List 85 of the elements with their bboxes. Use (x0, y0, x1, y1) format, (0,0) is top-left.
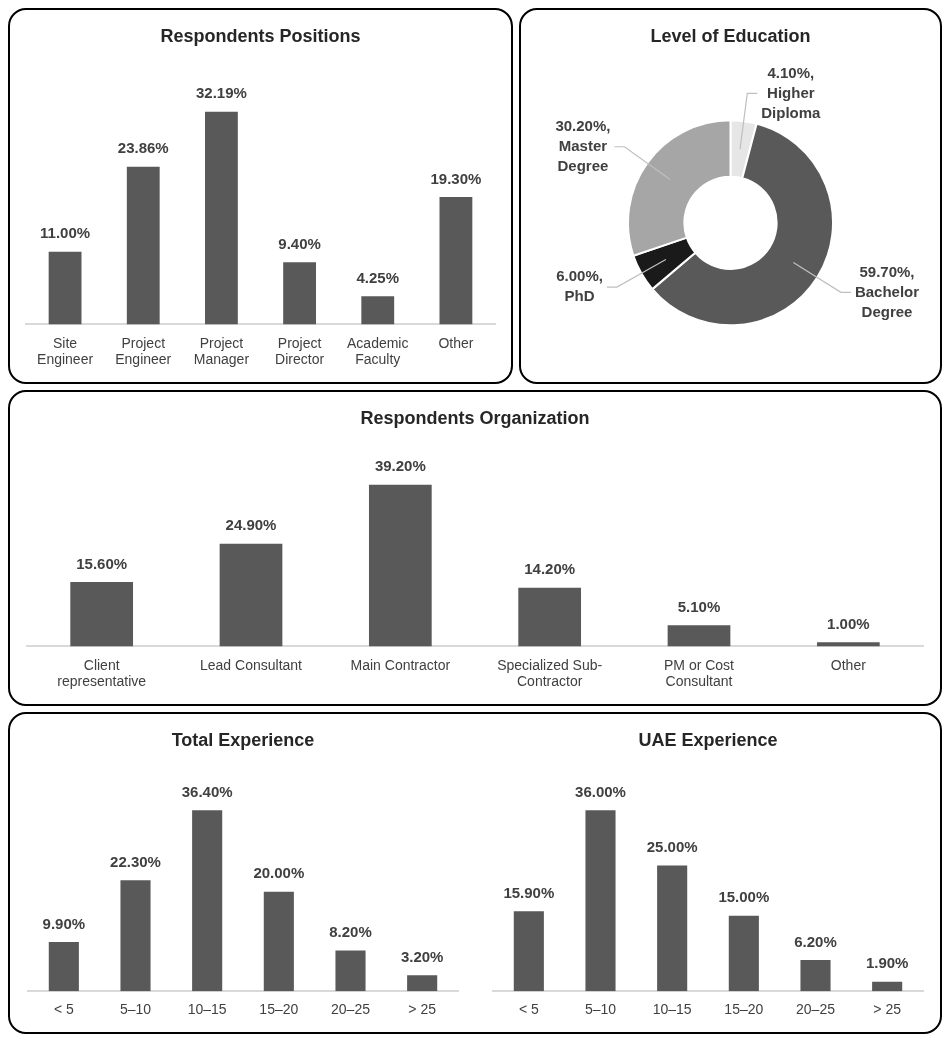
bar (871, 981, 902, 992)
data-label: 23.86% (117, 139, 169, 157)
data-label: 19.30% (430, 169, 482, 187)
data-label: 36.40% (181, 782, 233, 800)
data-label: 4.10%, (767, 63, 815, 81)
data-label: 1.90% (865, 954, 908, 972)
x-tick-label: 10–15 (187, 1001, 227, 1018)
bar (205, 111, 238, 325)
x-tick-label: Project Manager (193, 334, 250, 368)
bar (191, 810, 222, 992)
x-tick-label: Academic Faculty (347, 334, 409, 368)
slice-label: Bachelor Degree (854, 282, 920, 320)
data-label: 9.90% (42, 914, 85, 932)
x-tick-label: 5–10 (119, 1001, 151, 1018)
data-label: 1.00% (827, 614, 870, 632)
bar (816, 642, 880, 647)
data-label: 20.00% (252, 864, 304, 882)
chart-title: Respondents Organization (360, 407, 590, 428)
data-label: 25.00% (646, 838, 698, 856)
slice-label: Higher Diploma (761, 83, 822, 121)
x-tick-label: 15–20 (258, 1001, 299, 1018)
x-tick-label: PM or Cost Consultant (663, 656, 735, 690)
bar (48, 251, 82, 325)
bar (513, 911, 544, 992)
data-label: 22.30% (109, 852, 161, 870)
data-label: 6.20% (793, 932, 837, 950)
bar (584, 810, 616, 992)
chart-title: Total Experience (171, 729, 314, 750)
x-tick-label: 5–10 (584, 1001, 616, 1018)
data-label: 15.90% (502, 883, 554, 901)
data-label: 59.70%, (859, 262, 915, 280)
x-tick-label: Lead Consultant (200, 656, 303, 673)
data-label: 36.00% (574, 782, 626, 800)
x-tick-label: Other (438, 334, 474, 351)
x-tick-label: 20–25 (330, 1001, 370, 1018)
bar (406, 975, 437, 992)
bar (361, 296, 395, 325)
bar (667, 625, 731, 647)
x-tick-label: Site Engineer (37, 334, 94, 368)
data-label: 8.20% (328, 923, 372, 941)
data-label: 24.90% (225, 516, 277, 534)
x-tick-label: > 25 (407, 1001, 436, 1018)
bar (334, 950, 366, 992)
bar (219, 543, 283, 647)
bar (263, 891, 294, 992)
chart-title: Respondents Positions (160, 25, 361, 46)
chart-title: Level of Education (650, 25, 811, 46)
x-tick-label: Other (830, 656, 867, 673)
data-label: 6.00%, (556, 267, 603, 285)
data-label: 3.20% (400, 947, 443, 965)
data-label: 32.19% (195, 84, 247, 102)
data-label: 39.20% (374, 457, 426, 475)
bar (728, 915, 759, 992)
chart-title: UAE Experience (637, 729, 778, 750)
bar (48, 941, 79, 992)
data-label: 15.60% (76, 554, 128, 572)
data-label: 4.25% (356, 268, 400, 286)
x-tick-label: Specialized Sub-Contractor (497, 656, 603, 690)
bar (126, 166, 160, 325)
slice-label: Master Degree (557, 136, 609, 174)
x-tick-label: < 5 (518, 1001, 539, 1018)
bar (283, 262, 316, 325)
x-tick-label: 10–15 (652, 1001, 692, 1018)
data-label: 9.40% (278, 234, 321, 252)
x-tick-label: 15–20 (723, 1001, 764, 1018)
data-label: 14.20% (524, 560, 576, 578)
x-tick-label: Main Contractor (350, 656, 451, 673)
bar (656, 865, 687, 992)
data-label: 15.00% (717, 888, 769, 906)
data-label: 30.20%, (555, 116, 611, 134)
bar (518, 587, 582, 647)
x-tick-label: Project Director (275, 334, 325, 368)
x-tick-label: > 25 (872, 1001, 901, 1018)
bar (439, 196, 473, 325)
x-tick-label: 20–25 (795, 1001, 835, 1018)
slice-label: PhD (564, 287, 595, 305)
x-tick-label: Project Engineer (115, 334, 172, 368)
bar (70, 582, 134, 647)
x-tick-label: Client representative (57, 656, 147, 690)
x-tick-label: < 5 (53, 1001, 74, 1018)
bar (368, 484, 432, 647)
data-label: 5.10% (677, 598, 721, 615)
bar (119, 880, 151, 992)
bar (799, 960, 831, 992)
data-label: 11.00% (40, 224, 91, 242)
